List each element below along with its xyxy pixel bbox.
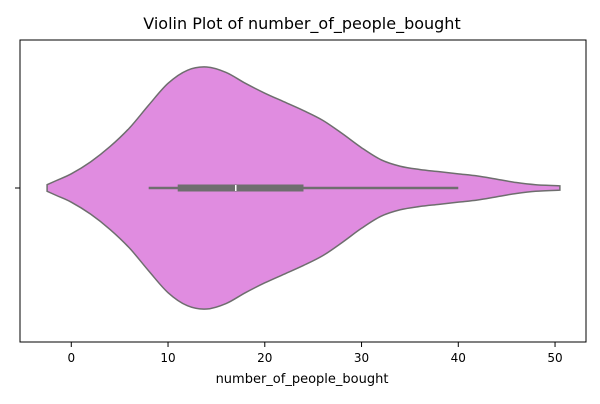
x-axis-tick-label: 20	[257, 351, 272, 365]
x-axis-tick-label: 10	[160, 351, 175, 365]
x-axis-tick-label: 50	[547, 351, 562, 365]
x-axis-tick-label: 0	[67, 351, 75, 365]
plot-area	[15, 39, 587, 343]
chart-title: Violin Plot of number_of_people_bought	[143, 14, 460, 34]
x-axis: 0 10 20 30 40 50	[67, 342, 563, 365]
x-axis-tick-label: 30	[354, 351, 369, 365]
violin-iqr-box	[177, 184, 304, 192]
x-axis-tick-label: 40	[451, 351, 466, 365]
x-axis-label: number_of_people_bought	[216, 372, 389, 387]
